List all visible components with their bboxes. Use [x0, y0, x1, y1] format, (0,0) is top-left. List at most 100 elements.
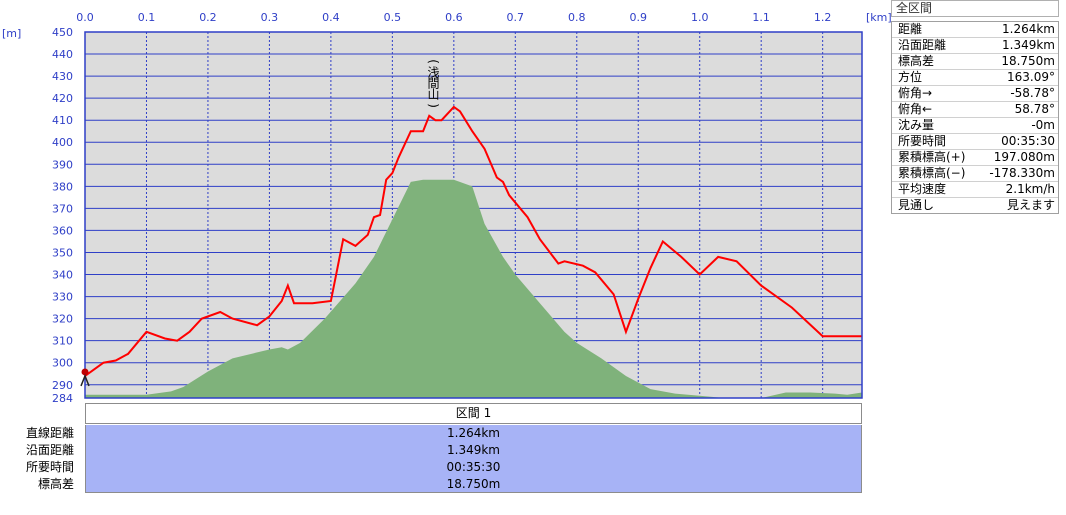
stats-row: 標高差 18.750m	[892, 54, 1058, 70]
section-header[interactable]: 区間 1	[85, 403, 862, 424]
stats-label: 沈み量	[898, 118, 935, 132]
stats-header[interactable]: 全区間	[891, 0, 1059, 17]
start-marker	[80, 368, 90, 387]
peak-label-char: )	[427, 103, 441, 108]
stats-value: 00:35:30	[1001, 134, 1055, 148]
stats-label: 標高差	[898, 54, 935, 68]
y-tick-label: 420	[52, 92, 73, 105]
stats-row: 俯角← 58.78°	[892, 102, 1058, 118]
x-tick-label: 1.2	[814, 11, 832, 24]
hiker-legs-icon	[80, 373, 90, 387]
summary-value: 1.349km	[85, 442, 862, 459]
summary-row: 所要時間 00:35:30	[0, 459, 862, 476]
axis-ticks: 450 440 430 420 410 400 390 380 370 360 350 340 330 3…	[2, 11, 892, 402]
stats-label: 沿面距離	[898, 38, 947, 52]
y-unit-label: [m]	[2, 27, 21, 40]
route-polyline	[84, 105, 862, 377]
stats-table: 距離 1.264km 沿面距離 1.349km 標高差 18.750m 方位 163.0…	[891, 21, 1059, 214]
stats-label: 距離	[898, 22, 923, 36]
terrain-polygon	[85, 179, 862, 398]
stats-value: 58.78°	[1014, 102, 1055, 116]
stats-row: 累積標高(−) -178.330m	[892, 166, 1058, 182]
stats-value: 1.264km	[1002, 22, 1055, 36]
route-line	[84, 105, 862, 377]
y-tick-label: 290	[52, 379, 73, 392]
stats-label: 平均速度	[898, 182, 947, 196]
x-tick-label: 0.2	[199, 11, 217, 24]
stats-value: -58.78°	[1010, 86, 1055, 100]
summary-value: 1.264km	[85, 425, 862, 442]
summary-value: 00:35:30	[85, 459, 862, 476]
stats-row: 平均速度 2.1km/h	[892, 182, 1058, 198]
stats-row: 累積標高(+) 197.080m	[892, 150, 1058, 166]
stats-value: 2.1km/h	[1005, 182, 1055, 196]
x-tick-label: 0.1	[138, 11, 156, 24]
peak-annotation: ( 浅間山)	[427, 59, 441, 108]
y-tick-label: 410	[52, 114, 73, 127]
stats-label: 見通し	[898, 198, 935, 212]
y-tick-label: 370	[52, 202, 73, 215]
summary-row: 標高差 18.750m	[0, 476, 862, 493]
peak-label-char: 山	[428, 88, 440, 102]
stats-row: 俯角→ -58.78°	[892, 86, 1058, 102]
x-tick-label: 0.7	[507, 11, 525, 24]
y-tick-label: 400	[52, 136, 73, 149]
terrain-area	[85, 179, 862, 398]
x-tick-label: 1.1	[752, 11, 770, 24]
x-tick-label: 1.0	[691, 11, 709, 24]
stats-label: 所要時間	[898, 134, 947, 148]
x-tick-label: 0.8	[568, 11, 586, 24]
elevation-profile-chart: 450 440 430 420 410 400 390 380 370 360 350 340 330 3…	[2, 11, 892, 402]
stats-row: 所要時間 00:35:30	[892, 134, 1058, 150]
summary-table: 直線距離 1.264km 沿面距離 1.349km 所要時間 00:35:30 …	[0, 425, 862, 493]
x-tick-label: 0.6	[445, 11, 463, 24]
y-tick-label: 340	[52, 269, 73, 282]
stats-label: 方位	[898, 70, 923, 84]
stats-value: 197.080m	[993, 150, 1055, 164]
stats-panel: 全区間 距離 1.264km 沿面距離 1.349km 標高差 18.750m 方位 1…	[891, 0, 1059, 214]
stats-label: 俯角→	[898, 86, 933, 100]
stats-value: 見えます	[1006, 198, 1055, 212]
peak-label-char: 間	[428, 77, 440, 91]
y-tick-label: 430	[52, 70, 73, 83]
y-tick-label: 440	[52, 48, 73, 61]
y-tick-label: 330	[52, 291, 73, 304]
y-tick-label: 360	[52, 224, 73, 237]
y-tick-label: 300	[52, 357, 73, 370]
stats-label: 俯角←	[898, 102, 933, 116]
summary-row: 沿面距離 1.349km	[0, 442, 862, 459]
y-tick-label: 390	[52, 158, 73, 171]
peak-label-char: (	[427, 59, 441, 64]
summary-value: 18.750m	[85, 476, 862, 493]
peak-label-char: 浅	[428, 66, 440, 80]
stats-row: 沈み量 -0m	[892, 118, 1058, 134]
y-tick-label: 380	[52, 180, 73, 193]
x-tick-label: 0.3	[261, 11, 279, 24]
x-tick-label: 0.5	[384, 11, 402, 24]
y-tick-label: 450	[52, 26, 73, 39]
summary-label: 所要時間	[25, 460, 74, 474]
stats-row: 見通し 見えます	[892, 198, 1058, 213]
stats-value: -178.330m	[989, 166, 1055, 180]
x-tick-label: 0.9	[629, 11, 647, 24]
y-tick-label: 320	[52, 313, 73, 326]
plot-frame	[84, 31, 863, 399]
y-tick-label: 350	[52, 246, 73, 259]
stats-value: 18.750m	[1001, 54, 1055, 68]
y-tick-label: 284	[52, 392, 73, 402]
stats-value: -0m	[1031, 118, 1055, 132]
stats-row: 方位 163.09°	[892, 70, 1058, 86]
x-unit-label: [km]	[866, 11, 892, 24]
y-tick-label: 310	[52, 335, 73, 348]
stats-row: 沿面距離 1.349km	[892, 38, 1058, 54]
summary-row: 直線距離 1.264km	[0, 425, 862, 442]
stats-label: 累積標高(−)	[898, 166, 966, 180]
summary-label: 直線距離	[25, 426, 74, 440]
x-tick-label: 0.0	[76, 11, 94, 24]
stats-label: 累積標高(+)	[898, 150, 966, 164]
stats-value: 163.09°	[1007, 70, 1055, 84]
stats-value: 1.349km	[1002, 38, 1055, 52]
summary-label: 沿面距離	[25, 443, 74, 457]
stats-row: 距離 1.264km	[892, 22, 1058, 38]
x-tick-label: 0.4	[322, 11, 340, 24]
